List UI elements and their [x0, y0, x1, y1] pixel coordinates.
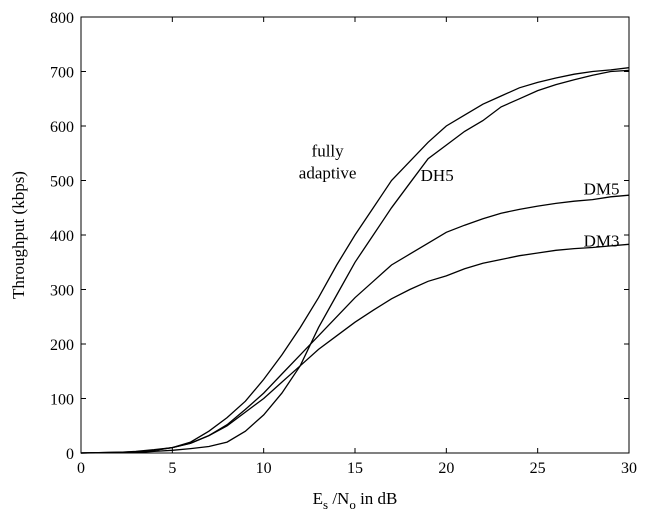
x-tick-label-30: 30	[621, 460, 637, 477]
series-line-fully-adaptive	[80, 67, 630, 454]
series-line-dm3	[80, 243, 630, 454]
y-tick-label-300: 300	[50, 283, 74, 300]
y-tick-label-400: 400	[50, 228, 74, 245]
series-label-dm3: DM3	[584, 231, 620, 250]
x-axis-label-e: E	[313, 489, 323, 508]
x-axis-label-sub-s: s	[323, 497, 328, 512]
y-axis-label: Throughput (kbps)	[9, 171, 28, 299]
x-tick-label-25: 25	[530, 460, 546, 477]
series-label-line: fully	[312, 141, 345, 160]
series-label-dm5: DM5	[584, 180, 620, 199]
x-tick-label-15: 15	[347, 460, 363, 477]
series-label-line: DH5	[421, 166, 454, 185]
y-tick-label-600: 600	[50, 119, 74, 136]
x-axis-label-slash: /N	[328, 489, 349, 508]
x-axis-label-rest: in dB	[356, 489, 398, 508]
y-tick-label-700: 700	[50, 65, 74, 82]
series-label-line: DM5	[584, 180, 620, 199]
series-label-line: DM3	[584, 231, 620, 250]
series-line-dh5	[80, 69, 630, 454]
y-tick-label-200: 200	[50, 337, 74, 354]
series-layer	[80, 67, 630, 454]
y-tick-label-100: 100	[50, 392, 74, 409]
y-tick-label-0: 0	[66, 446, 74, 463]
series-label-fully-adaptive: fully adaptive	[299, 141, 357, 182]
x-axis-label: Es /No in dB	[313, 489, 398, 512]
x-axis-label-sub-o: o	[349, 497, 356, 512]
y-tick-label-800: 800	[50, 10, 74, 27]
x-tick-label-0: 0	[77, 460, 85, 477]
annotation-layer: fully adaptive DH5 DM5 DM3	[299, 141, 620, 250]
y-tick-label-500: 500	[50, 174, 74, 191]
x-tick-label-5: 5	[168, 460, 176, 477]
series-label-dh5: DH5	[421, 166, 454, 185]
x-tick-label-20: 20	[438, 460, 454, 477]
x-tick-label-10: 10	[256, 460, 272, 477]
series-label-line: adaptive	[299, 163, 357, 182]
